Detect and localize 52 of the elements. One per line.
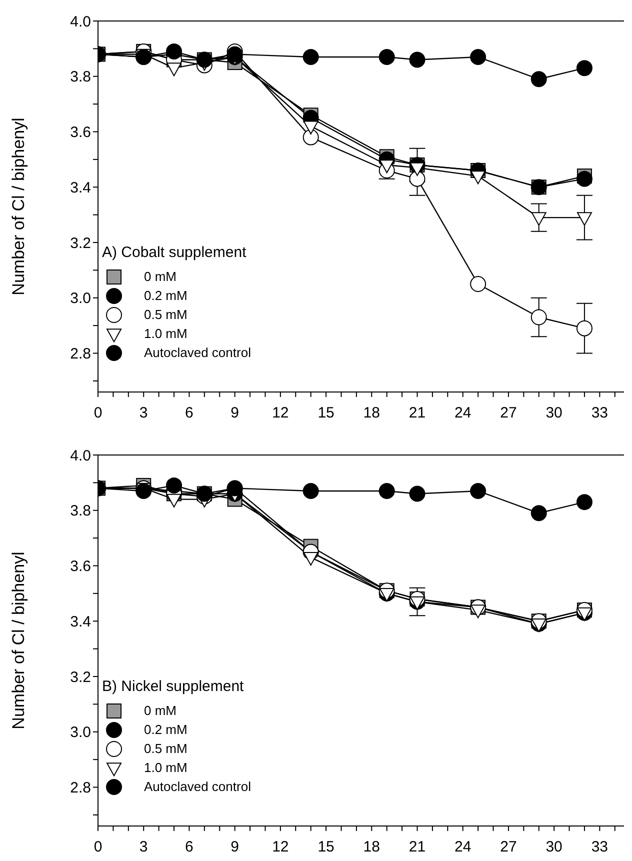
x-tick-label: 18 [363,404,380,422]
y-tick-label: 3.2 [70,234,91,252]
y-tick-label: 3.6 [70,124,91,142]
y-tick-label: 3.8 [70,502,91,520]
x-tick-label: 27 [500,838,517,856]
x-tick-label: 6 [185,404,194,422]
y-tick-label: 3.4 [70,179,91,196]
y-tick-label: 3.2 [70,668,91,686]
x-tick-label: 0 [94,838,102,856]
x-tick-label: 24 [454,404,472,422]
x-tick-label: 15 [318,404,334,422]
x-tick-label: 18 [363,838,380,856]
x-tick-label: 27 [500,404,517,422]
x-tick-label: 30 [546,404,562,422]
x-tick-label: 0 [94,404,102,422]
legend-label: Autoclaved control [144,779,251,794]
y-tick-label: 4.0 [70,447,91,464]
x-tick-label: 33 [591,838,608,856]
legend-label: 0.5 mM [144,307,188,322]
y-tick-label: 3.4 [70,613,91,630]
y-tick-label: 4.0 [70,13,91,30]
legend-label: 1.0 mM [144,760,188,775]
x-tick-label: 15 [318,838,334,856]
x-tick-label: 9 [230,838,239,856]
x-tick-label: 3 [139,838,148,856]
x-tick-label: 21 [408,404,426,422]
legend-label: 0 mM [144,703,176,718]
y-tick-label: 3.8 [70,68,91,86]
y-axis-title: Number of Cl / biphenyl [9,552,28,730]
legend-label: 1.0 mM [144,326,188,341]
y-tick-label: 3.0 [70,724,91,742]
x-tick-label: 30 [546,838,562,856]
y-tick-label: 3.6 [70,558,91,576]
legend-title: A) Cobalt supplement [102,244,248,261]
legend-label: Autoclaved control [144,345,251,360]
y-tick-label: 3.0 [70,290,91,308]
x-tick-label: 33 [591,404,608,422]
x-tick-label: 6 [185,838,194,856]
legend-label: 0.2 mM [144,722,188,737]
legend-label: 0 mM [144,269,176,284]
x-tick-label: 9 [230,404,239,422]
y-tick-label: 2.8 [70,346,91,363]
y-tick-label: 2.8 [70,780,91,797]
legend-title: B) Nickel supplement [102,678,245,695]
legend-label: 0.5 mM [144,741,188,756]
legend-label: 0.2 mM [144,288,188,303]
x-tick-label: 3 [139,404,148,422]
x-tick-label: 12 [272,838,289,856]
x-tick-label: 24 [454,838,472,856]
x-tick-label: 21 [408,838,426,856]
x-tick-label: 12 [272,404,289,422]
y-axis-title: Number of Cl / biphenyl [9,118,28,296]
